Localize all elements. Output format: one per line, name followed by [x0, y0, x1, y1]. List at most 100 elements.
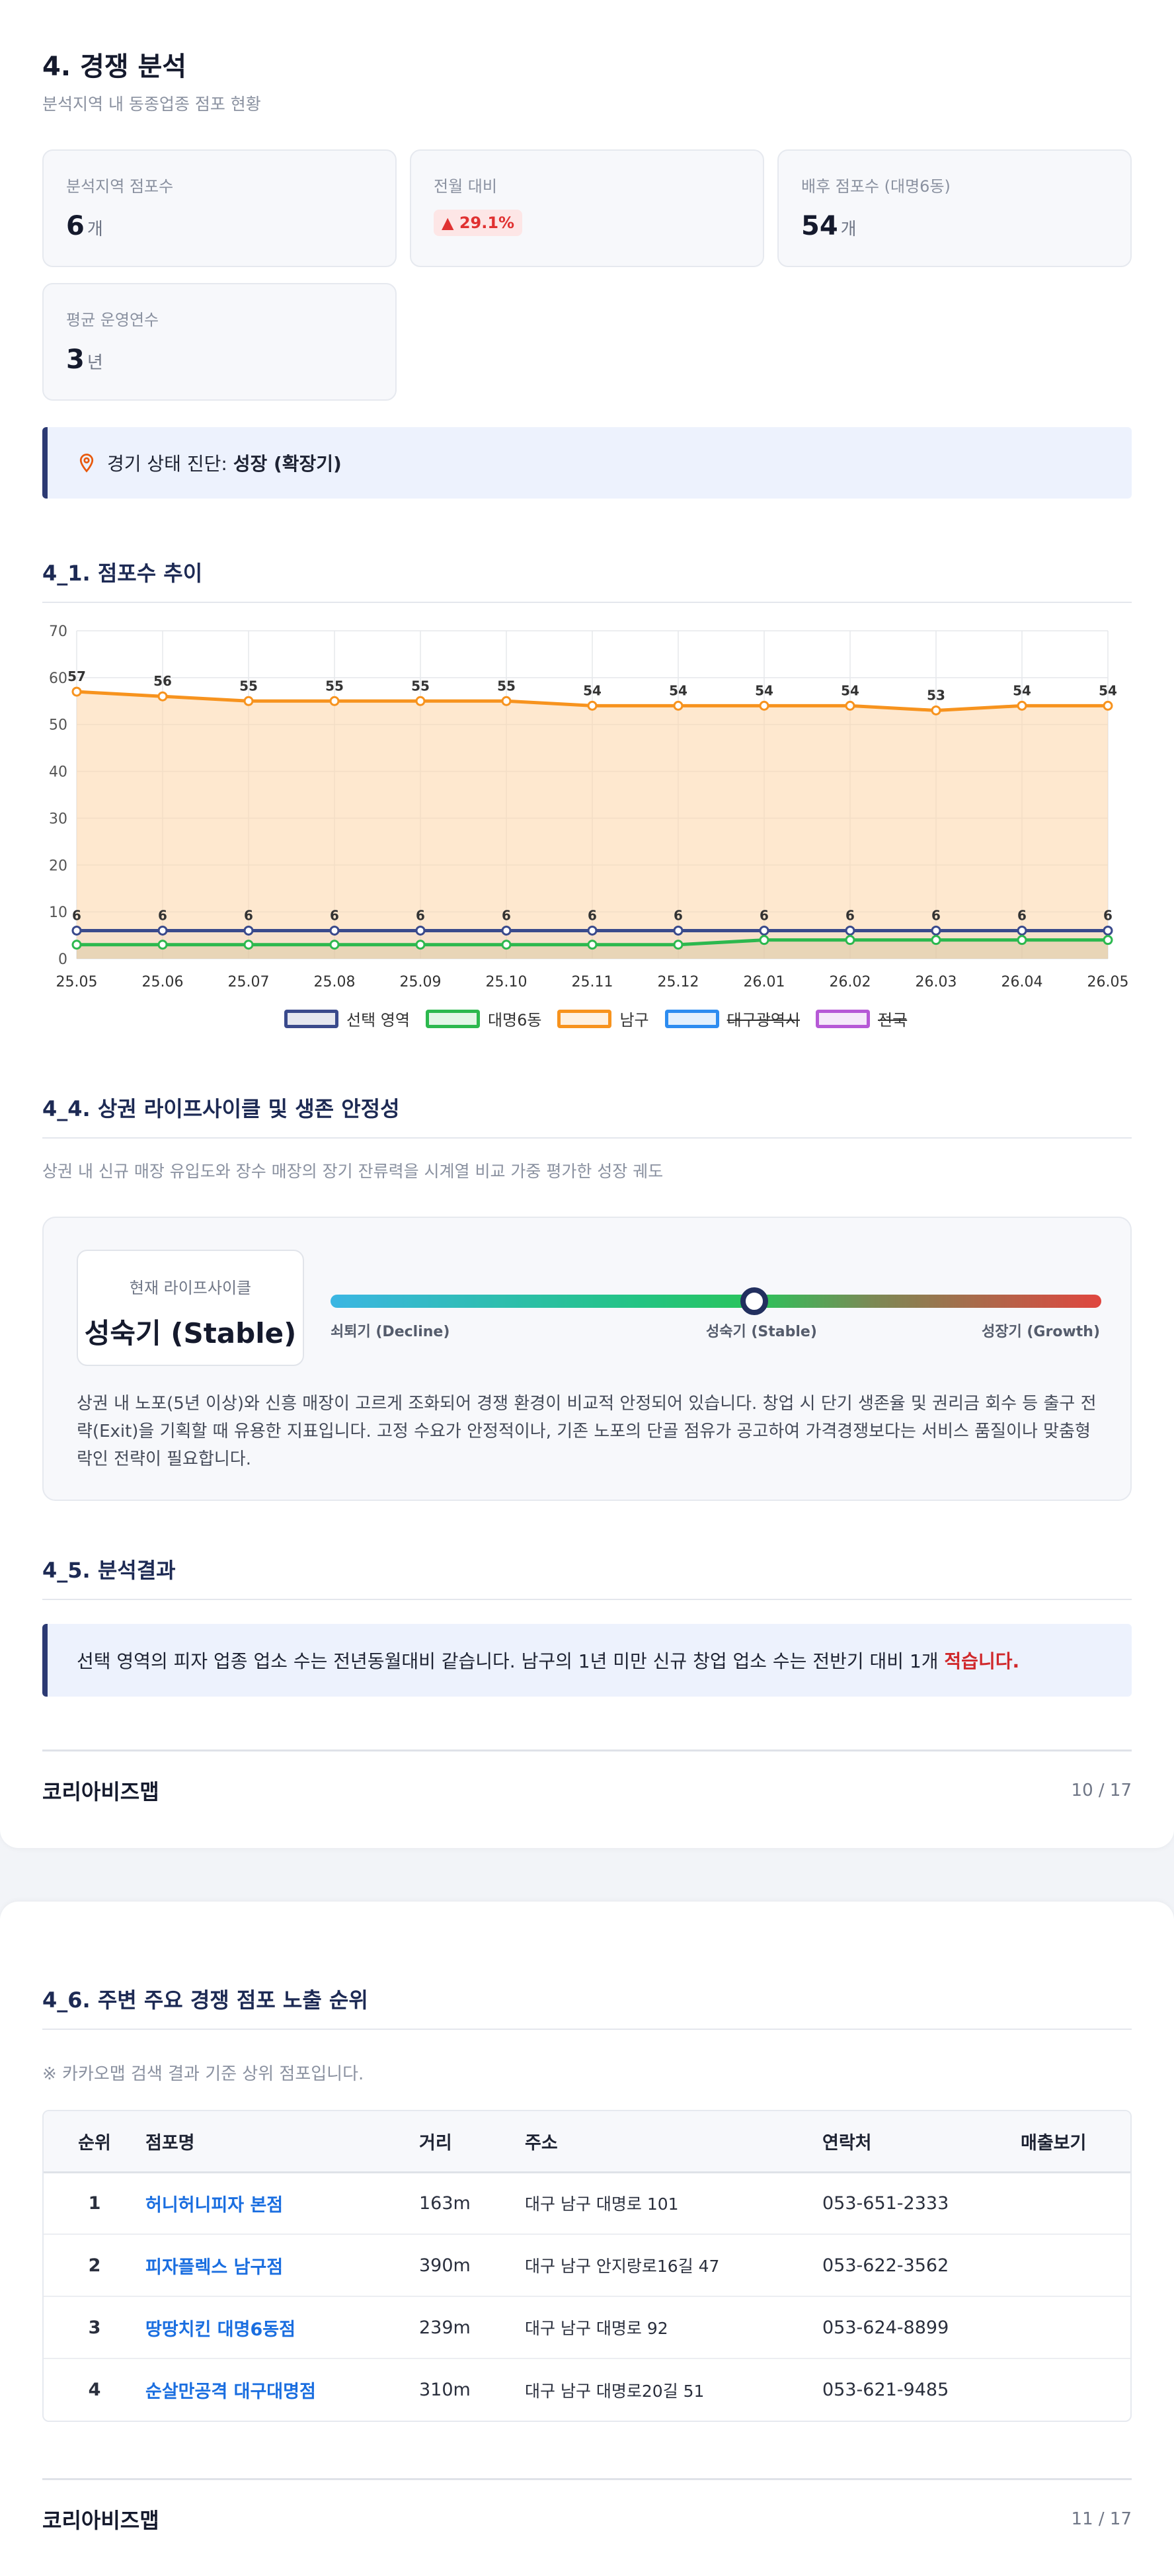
data-label: 55 — [497, 678, 516, 694]
data-point — [501, 696, 512, 706]
data-point — [759, 700, 769, 711]
phone-cell: 053-622-3562 — [822, 2234, 1021, 2297]
x-tick-label: 26.02 — [830, 974, 871, 990]
x-tick-label: 25.12 — [658, 974, 699, 990]
data-point — [845, 925, 855, 936]
result-text: 선택 영역의 피자 업종 업소 수는 전년동월대비 같습니다. 남구의 1년 미… — [77, 1650, 1020, 1672]
card-label: 평균 운영연수 — [66, 311, 159, 329]
rank-cell: 3 — [44, 2296, 145, 2359]
data-point — [1103, 925, 1113, 936]
data-point — [1103, 935, 1113, 946]
data-point — [931, 705, 941, 715]
ranking-title: 4_6. 주변 주요 경쟁 점포 노출 순위 — [42, 1984, 1132, 2030]
result-highlight: 적습니다. — [944, 1650, 1020, 1672]
result-title: 4_5. 분석결과 — [42, 1554, 1132, 1600]
sales-cell — [1021, 2172, 1130, 2235]
sales-cell — [1021, 2358, 1130, 2421]
data-label: 6 — [1103, 907, 1113, 923]
lifecycle-gradient-bar — [331, 1295, 1101, 1308]
lifecycle-position-marker — [740, 1287, 769, 1315]
legend-item[interactable]: 남구 — [557, 1007, 649, 1030]
y-tick-label: 0 — [58, 951, 67, 968]
data-point — [845, 935, 855, 946]
x-tick-label: 26.01 — [744, 974, 785, 990]
y-tick-label: 50 — [49, 717, 67, 734]
data-point — [157, 940, 168, 950]
store-name-link[interactable]: 피자플렉스 남구점 — [145, 2234, 419, 2297]
ranking-note: ※ 카카오맵 검색 결과 기준 상위 점포입니다. — [42, 2064, 364, 2084]
col-sales: 매출보기 — [1021, 2111, 1130, 2173]
legend-label: 대구광역시 — [726, 1011, 801, 1029]
current-lifecycle-card: 현재 라이프사이클 성숙기 (Stable) — [77, 1250, 304, 1366]
data-label: 53 — [927, 687, 945, 703]
data-label: 6 — [244, 907, 253, 923]
x-tick-label: 25.08 — [314, 974, 356, 990]
data-point — [415, 696, 426, 706]
data-point — [673, 700, 684, 711]
legend-label: 대명6동 — [487, 1011, 542, 1029]
store-name-link[interactable]: 땅땅치킨 대명6동점 — [145, 2296, 419, 2359]
data-label: 57 — [67, 668, 86, 684]
legend-item[interactable]: 대구광역시 — [664, 1007, 801, 1030]
diagnosis-prefix: 경기 상태 진단: — [107, 453, 227, 475]
legend-swatch — [664, 1009, 719, 1028]
data-point — [673, 925, 684, 936]
data-point — [1017, 925, 1027, 936]
y-tick-label: 10 — [49, 905, 67, 921]
store-name-link[interactable]: 순살만공격 대구대명점 — [145, 2382, 316, 2402]
table-header-row: 순위 점포명 거리 주소 연락처 매출보기 — [44, 2111, 1130, 2173]
data-point — [71, 940, 82, 950]
lifecycle-description: 상권 내 노포(5년 이상)와 신흥 매장이 고르게 조화되어 경쟁 환경이 비… — [77, 1394, 1097, 1469]
data-point — [157, 691, 168, 702]
address-cell: 대구 남구 대명로 92 — [525, 2296, 822, 2359]
x-tick-label: 25.09 — [400, 974, 442, 990]
x-tick-label: 26.04 — [1001, 974, 1043, 990]
section-subtitle: 분석지역 내 동종업종 점포 현황 — [42, 95, 261, 114]
data-point — [71, 925, 82, 936]
lifecycle-title: 4_4. 상권 라이프사이클 및 생존 안정성 — [42, 1092, 1132, 1139]
page-footer: 코리아비즈맵 11 / 17 — [42, 2478, 1132, 2534]
data-label: 6 — [502, 907, 511, 923]
table-row: 3 땅땅치킨 대명6동점 239m 대구 남구 대명로 92 053-624-8… — [44, 2296, 1130, 2359]
x-tick-label: 25.06 — [142, 974, 184, 990]
col-rank: 순위 — [44, 2111, 145, 2173]
sales-cell — [1021, 2234, 1130, 2297]
diagnosis-banner: 경기 상태 진단: 성장 (확장기) — [42, 427, 1132, 499]
store-name-link[interactable]: 허니허니피자 본점 — [145, 2172, 419, 2235]
distance-cell: 239m — [419, 2296, 525, 2359]
col-address: 주소 — [525, 2111, 822, 2173]
data-label: 6 — [330, 907, 339, 923]
lifecycle-panel: 현재 라이프사이클 성숙기 (Stable) 쇠퇴기 (Decline) 성숙기… — [42, 1217, 1132, 1501]
data-label: 6 — [845, 907, 855, 923]
data-point — [243, 925, 254, 936]
data-label: 55 — [411, 678, 430, 694]
card-mom-change: 전월 대비 ▲ 29.1% — [410, 149, 764, 267]
y-tick-label: 20 — [49, 858, 67, 874]
diagnosis-value: 성장 (확장기) — [233, 453, 342, 475]
report-page-11: 4_6. 주변 주요 경쟁 점포 노출 순위 ※ 카카오맵 검색 결과 기준 상… — [0, 1902, 1174, 2576]
trend-title: 4_1. 점포수 추이 — [42, 557, 1132, 603]
data-point — [329, 925, 340, 936]
legend-item[interactable]: 전국 — [816, 1007, 907, 1030]
legend-item[interactable]: 선택 영역 — [284, 1007, 410, 1030]
data-point — [71, 686, 82, 697]
page-number: 11 / 17 — [1071, 2509, 1132, 2529]
data-point — [759, 925, 769, 936]
data-point — [759, 935, 769, 946]
data-point — [1017, 935, 1027, 946]
data-point — [587, 940, 598, 950]
data-point — [415, 940, 426, 950]
data-label: 6 — [1017, 907, 1027, 923]
legend-item[interactable]: 대명6동 — [425, 1007, 542, 1030]
col-distance: 거리 — [419, 2111, 525, 2173]
legend-label: 전국 — [878, 1011, 908, 1029]
address-cell: 대구 남구 대명로20길 51 — [525, 2381, 705, 2401]
card-label: 배후 점포수 (대명6동) — [801, 177, 951, 196]
data-label: 6 — [416, 907, 425, 923]
data-point — [931, 925, 941, 936]
footer-brand: 코리아비즈맵 — [42, 1779, 159, 1804]
x-tick-label: 25.07 — [228, 974, 270, 990]
